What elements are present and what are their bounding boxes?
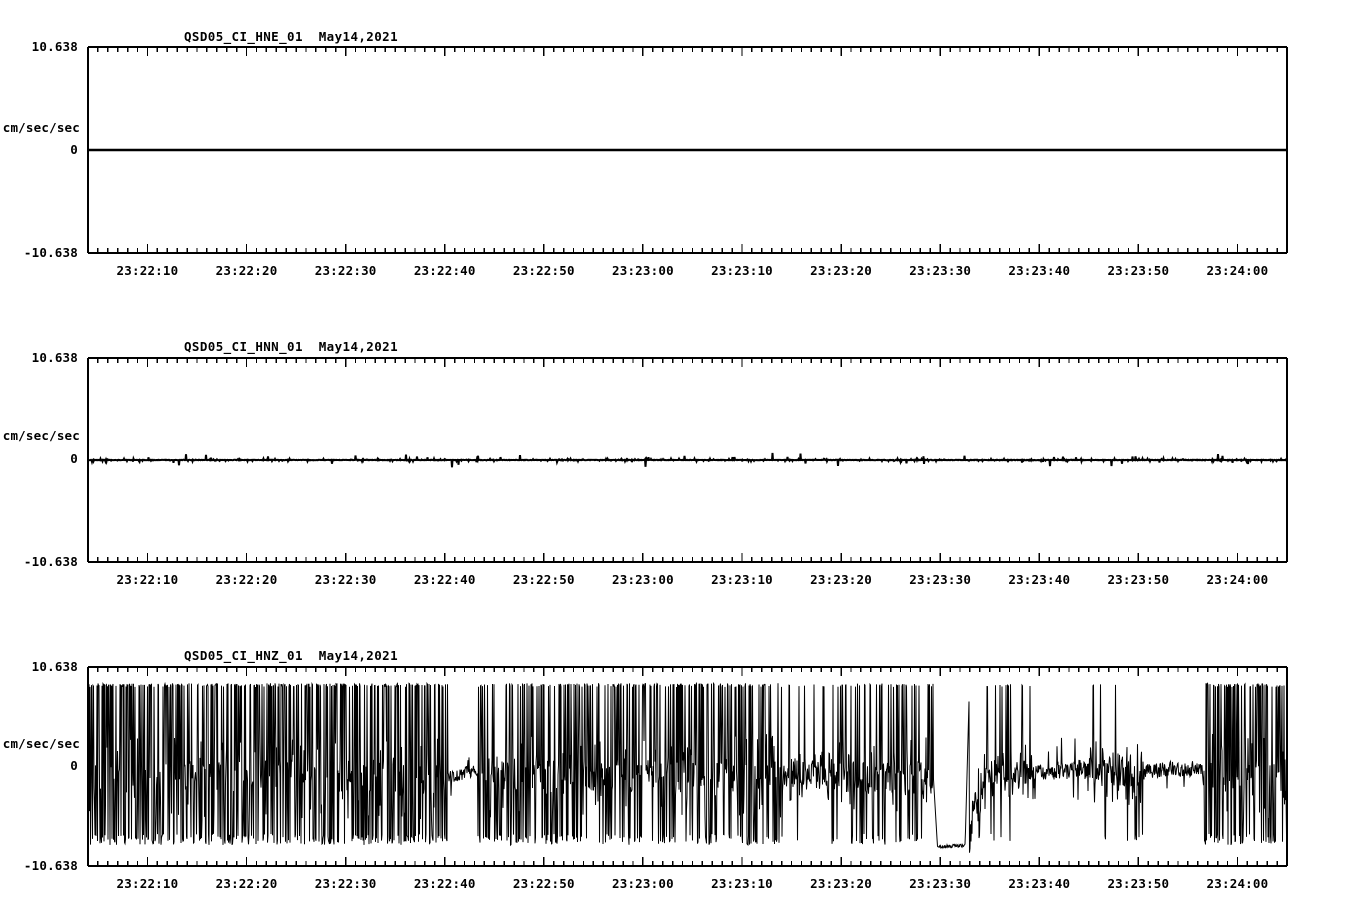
x-tick-label: 23:22:40 <box>413 876 476 891</box>
y-tick-label: -10.638 <box>23 858 78 873</box>
waveform-trace <box>87 681 1288 853</box>
plot-title: QSD05_CI_HNZ_01 May14,2021 <box>184 648 398 663</box>
x-tick-label: 23:23:20 <box>810 263 872 278</box>
x-tick-label: 23:23:10 <box>711 263 773 278</box>
x-tick-label: 23:22:10 <box>116 263 179 278</box>
waveform-trace <box>87 452 1288 468</box>
x-tick-label: 23:22:20 <box>215 572 278 587</box>
x-tick-label: 23:23:20 <box>810 572 872 587</box>
axis-ticks <box>87 667 1288 866</box>
y-tick-label: 0 <box>70 758 78 773</box>
y-axis-unit-label: cm/sec/sec <box>2 428 80 443</box>
x-tick-label: 23:22:20 <box>215 876 278 891</box>
x-tick-label: 23:23:00 <box>612 572 674 587</box>
x-tick-label: 23:22:50 <box>512 876 575 891</box>
x-tick-label: 23:23:10 <box>711 572 773 587</box>
y-tick-label: 10.638 <box>31 659 78 674</box>
y-tick-label: 0 <box>70 142 78 157</box>
x-tick-label: 23:23:20 <box>810 876 872 891</box>
x-tick-label: 23:22:30 <box>314 876 377 891</box>
y-axis-unit-label: cm/sec/sec <box>2 120 80 135</box>
x-tick-label: 23:23:00 <box>612 263 674 278</box>
x-tick-label: 23:23:50 <box>1107 572 1170 587</box>
y-tick-label: 0 <box>70 451 78 466</box>
x-tick-label: 23:23:10 <box>711 876 773 891</box>
plot-title: QSD05_CI_HNN_01 May14,2021 <box>184 339 398 354</box>
axis-ticks <box>87 358 1288 562</box>
plot-area <box>87 666 1288 867</box>
plot-area <box>87 357 1288 563</box>
x-tick-label: 23:22:20 <box>215 263 278 278</box>
y-tick-label: -10.638 <box>23 554 78 569</box>
x-tick-label: 23:22:50 <box>512 572 575 587</box>
x-tick-label: 23:23:30 <box>909 263 972 278</box>
y-tick-label: -10.638 <box>23 245 78 260</box>
x-tick-label: 23:23:50 <box>1107 263 1170 278</box>
x-tick-label: 23:24:00 <box>1206 572 1269 587</box>
y-tick-label: 10.638 <box>31 39 78 54</box>
x-tick-label: 23:23:40 <box>1008 263 1071 278</box>
x-tick-label: 23:23:50 <box>1107 876 1170 891</box>
x-tick-label: 23:24:00 <box>1206 876 1269 891</box>
y-axis-unit-label: cm/sec/sec <box>2 736 80 751</box>
x-tick-label: 23:23:00 <box>612 876 674 891</box>
x-tick-label: 23:24:00 <box>1206 263 1269 278</box>
x-tick-label: 23:22:40 <box>413 572 476 587</box>
x-tick-label: 23:23:40 <box>1008 572 1071 587</box>
x-tick-label: 23:22:50 <box>512 263 575 278</box>
x-tick-label: 23:22:10 <box>116 572 179 587</box>
x-tick-label: 23:22:40 <box>413 263 476 278</box>
x-tick-label: 23:23:30 <box>909 876 972 891</box>
x-tick-label: 23:22:30 <box>314 263 377 278</box>
x-tick-label: 23:22:10 <box>116 876 179 891</box>
plot-frame <box>87 666 1288 867</box>
plot-title: QSD05_CI_HNE_01 May14,2021 <box>184 29 398 44</box>
x-tick-label: 23:23:40 <box>1008 876 1071 891</box>
y-tick-label: 10.638 <box>31 350 78 365</box>
plot-area <box>87 46 1288 254</box>
x-tick-label: 23:23:30 <box>909 572 972 587</box>
x-tick-label: 23:22:30 <box>314 572 377 587</box>
axis-ticks <box>87 47 1288 253</box>
